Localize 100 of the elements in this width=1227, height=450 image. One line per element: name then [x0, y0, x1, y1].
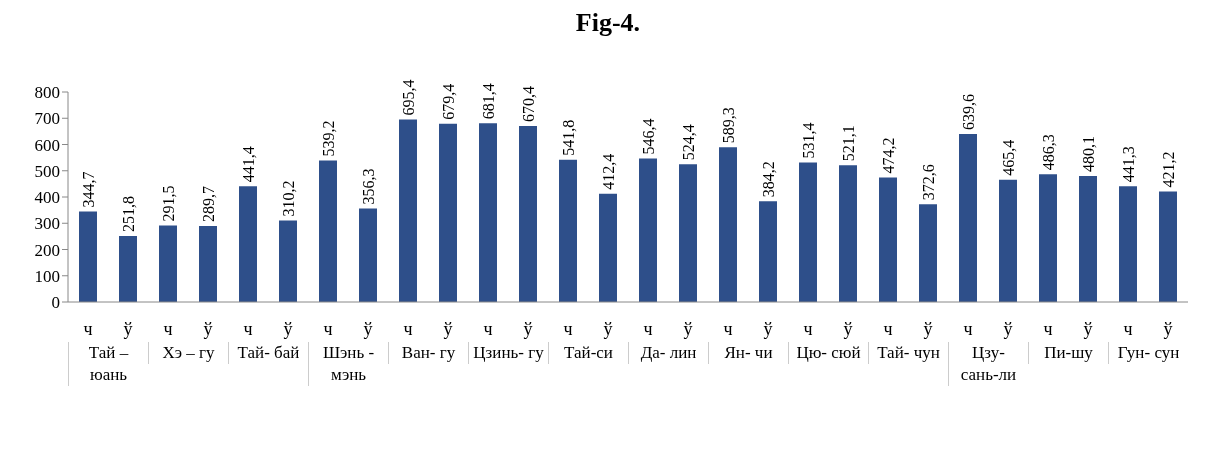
x-tick-label: ч	[643, 318, 653, 339]
bar	[199, 225, 217, 302]
text: Хэ – гу	[148, 342, 228, 364]
data-label: 412,4	[600, 153, 617, 190]
bar	[839, 165, 857, 302]
text: Цзинь- гу	[468, 342, 548, 364]
bar	[759, 201, 777, 302]
y-tick-label: 600	[34, 135, 60, 155]
data-label: 531,4	[800, 122, 817, 159]
data-label: 539,2	[320, 120, 337, 157]
y-tick-label: 200	[34, 240, 60, 260]
x-tick-label: ў	[923, 318, 933, 339]
data-label: 589,3	[720, 107, 737, 144]
bar	[79, 211, 97, 302]
x-tick-label: ч	[483, 318, 493, 339]
bar	[879, 177, 897, 302]
bar	[1079, 175, 1097, 302]
data-label: 546,4	[640, 118, 657, 155]
text: Ян- чи	[708, 342, 788, 364]
bar	[799, 162, 817, 302]
x-tick-label: ў	[1003, 318, 1013, 339]
x-tick-label: ч	[803, 318, 813, 339]
x-tick-label: ч	[963, 318, 973, 339]
x-tick-label: ў	[763, 318, 773, 339]
text: Шэнь - мэнь	[308, 342, 388, 386]
data-label: 421,2	[1160, 151, 1177, 188]
bar	[359, 208, 377, 302]
data-label: 695,4	[400, 79, 417, 116]
bar	[159, 225, 177, 302]
data-label: 670,4	[520, 86, 537, 123]
x-tick-label: ў	[1163, 318, 1173, 339]
x-tick-label: ч	[563, 318, 573, 339]
text: Гун- сун	[1108, 342, 1188, 364]
x-tick-label: ч	[883, 318, 893, 339]
x-tick-label: ў	[843, 318, 853, 339]
data-label: 465,4	[1000, 139, 1017, 176]
data-label: 486,3	[1040, 134, 1057, 171]
text: Ван- гу	[388, 342, 468, 364]
x-tick-label: ч	[83, 318, 93, 339]
x-tick-label: ў	[363, 318, 373, 339]
bar	[559, 159, 577, 302]
bar	[1119, 186, 1137, 302]
x-tick-label: ч	[403, 318, 413, 339]
bar	[239, 186, 257, 302]
data-label: 356,3	[360, 168, 377, 205]
x-tick-label: ў	[443, 318, 453, 339]
x-tick-label: ў	[523, 318, 533, 339]
bar	[279, 220, 297, 302]
bar	[1159, 191, 1177, 302]
data-label: 441,3	[1120, 146, 1137, 183]
x-tick-label: ў	[603, 318, 613, 339]
bar	[439, 123, 457, 302]
x-tick-label: ў	[203, 318, 213, 339]
y-tick-label: 0	[51, 293, 60, 313]
text: Пи-шу	[1028, 342, 1108, 364]
x-tick-label: ч	[243, 318, 253, 339]
x-tick-label: ў	[1083, 318, 1093, 339]
data-label: 344,7	[80, 171, 97, 208]
data-label: 251,8	[120, 195, 137, 232]
y-tick-label: 500	[34, 161, 60, 181]
bar	[679, 164, 697, 302]
data-label: 291,5	[160, 185, 177, 222]
x-tick-label: ч	[323, 318, 333, 339]
text: Да- лин	[628, 342, 708, 364]
data-label: 524,4	[680, 124, 697, 161]
data-label: 310,2	[280, 180, 297, 217]
x-tick-label: ч	[163, 318, 173, 339]
y-tick-label: 100	[34, 266, 60, 286]
text: Цю- сюй	[788, 342, 868, 364]
chart-title: Fig-4.	[574, 8, 642, 39]
x-tick-label: ў	[283, 318, 293, 339]
bar	[1039, 174, 1057, 302]
x-tick-label: ў	[683, 318, 693, 339]
bar	[319, 160, 337, 302]
x-tick-label: ў	[123, 318, 133, 339]
data-label: 679,4	[440, 83, 457, 120]
bar	[119, 235, 137, 302]
data-label: 639,6	[960, 94, 977, 131]
y-tick-label: 300	[34, 214, 60, 234]
bar	[479, 123, 497, 302]
bar	[519, 126, 537, 302]
bar	[719, 147, 737, 302]
text: Цзу- сань-ли	[948, 342, 1028, 386]
x-tick-label: ч	[1123, 318, 1133, 339]
text: Тай- чун	[868, 342, 948, 364]
text: Тай- бай	[228, 342, 308, 364]
data-label: 441,4	[240, 146, 257, 183]
data-label: 372,6	[920, 164, 937, 201]
bar	[919, 204, 937, 302]
x-tick-label: ч	[723, 318, 733, 339]
data-label: 681,4	[480, 83, 497, 120]
bar	[599, 193, 617, 302]
data-label: 384,2	[760, 161, 777, 198]
bar	[399, 119, 417, 302]
data-label: 521,1	[840, 125, 857, 162]
data-label: 480,1	[1080, 135, 1097, 172]
bar	[959, 134, 977, 302]
data-label: 474,2	[880, 137, 897, 174]
y-tick-label: 700	[34, 109, 60, 129]
bar	[999, 179, 1017, 302]
